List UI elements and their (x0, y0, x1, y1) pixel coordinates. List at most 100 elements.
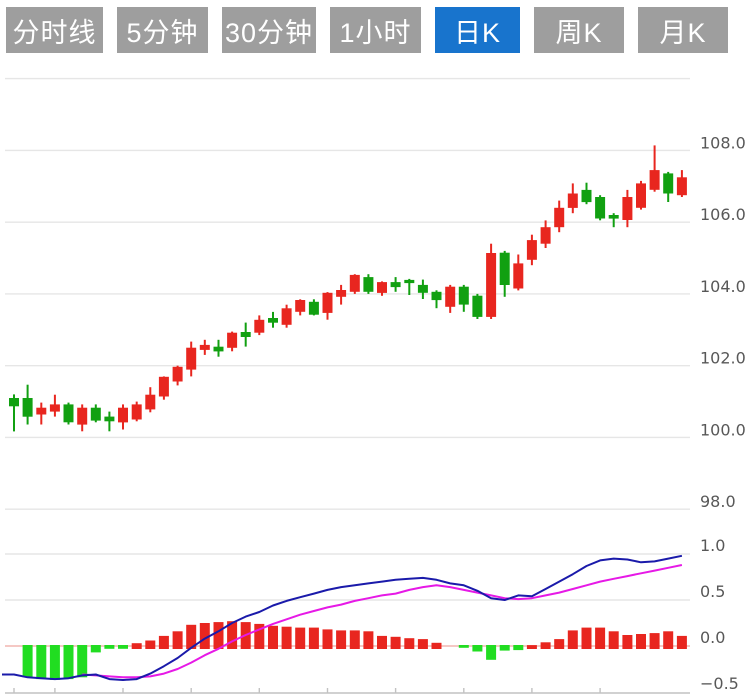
macd-bar-up (308, 627, 319, 649)
y-axis-label: 102.0 (700, 349, 746, 368)
macd-bar-up (595, 627, 606, 649)
candle (499, 252, 510, 285)
macd-y-axis-labels: 1.0 0.5 0.0 −0.5 (700, 536, 739, 693)
candle (526, 240, 537, 260)
macd-bar-down (513, 645, 524, 651)
candle (145, 394, 156, 410)
macd-bar-up (663, 631, 674, 649)
tab-week-k[interactable]: 周K (534, 7, 624, 53)
macd-bar-down (458, 645, 469, 648)
macd-bar-down (22, 645, 33, 678)
candle-wick (612, 213, 615, 228)
candle (118, 407, 128, 423)
macd-bar-down (63, 645, 74, 680)
macd-bar-up (622, 635, 633, 649)
macd-bar-up (390, 636, 401, 649)
macd-bar-up (581, 627, 592, 649)
macd-bar-up (363, 631, 374, 649)
macd-bar-up (322, 629, 333, 649)
candle (431, 291, 442, 301)
macd-bar-up (295, 627, 306, 649)
candle (308, 301, 319, 315)
candle (199, 344, 210, 350)
macd-bar-up (131, 643, 142, 649)
price-grid (5, 77, 690, 510)
x-axis (5, 688, 690, 694)
candle-wick (408, 278, 411, 295)
macd-bar-up (649, 633, 660, 649)
candle (540, 227, 551, 244)
dif-line (2, 554, 683, 681)
candle-wick (108, 411, 111, 432)
candle (186, 347, 197, 370)
macd-bar-down (499, 645, 510, 651)
candle (172, 366, 183, 382)
period-tabbar: 分时线 5分钟 30分钟 1小时 日K 周K 月K (6, 7, 728, 53)
candle (295, 300, 306, 312)
macd-bar-up (349, 630, 360, 649)
macd-bar-down (118, 645, 128, 649)
macd-histogram (22, 621, 687, 680)
candle (22, 398, 33, 417)
macd-bar-up (554, 639, 565, 649)
tab-minute-line[interactable]: 分时线 (6, 7, 103, 53)
macd-bar-up (268, 625, 278, 649)
tab-30min[interactable]: 30分钟 (222, 7, 316, 53)
candle (77, 407, 88, 425)
candle (486, 253, 497, 317)
macd-bar-up (336, 630, 347, 649)
macd-bar-up (431, 642, 442, 649)
macd-bar-up (145, 640, 156, 649)
y-axis-label: −0.5 (700, 674, 739, 693)
candle (227, 332, 238, 348)
tab-5min[interactable]: 5分钟 (117, 7, 208, 53)
candle (676, 177, 687, 196)
macd-bar-up (172, 631, 183, 649)
candle (663, 173, 674, 194)
candle (36, 407, 47, 415)
candle (240, 332, 251, 337)
candle (213, 346, 224, 352)
macd-bar-up (676, 635, 687, 649)
candle (404, 279, 415, 284)
candle (104, 416, 115, 422)
macd-bar-up (404, 638, 415, 649)
macd-bar-down (36, 645, 47, 680)
candle-wick (13, 394, 15, 432)
candle (9, 398, 19, 407)
candle (336, 290, 347, 297)
candle (649, 170, 660, 190)
macd-bar-up (567, 630, 578, 649)
candle (281, 308, 292, 325)
y-axis-label: 1.0 (700, 536, 725, 555)
macd-bar-down (104, 645, 115, 649)
macd-bar-up (158, 635, 169, 649)
tab-month-k[interactable]: 月K (638, 7, 728, 53)
macd-bar-up (199, 623, 210, 649)
macd-bar-up (186, 624, 197, 649)
macd-bar-up (417, 639, 428, 649)
candlestick-series (9, 145, 687, 432)
y-axis-label: 98.0 (700, 492, 736, 511)
candle (158, 376, 169, 397)
candle (377, 282, 387, 293)
y-axis-label: 100.0 (700, 420, 746, 439)
dea-line (82, 564, 683, 679)
tab-day-k[interactable]: 日K (435, 7, 520, 53)
macd-bar-up (213, 622, 224, 649)
macd-bar-up (377, 635, 387, 649)
candle (322, 292, 333, 313)
tab-1hour[interactable]: 1小时 (330, 7, 421, 53)
macd-bar-up (227, 621, 238, 649)
candle (581, 189, 592, 203)
candle (513, 263, 524, 289)
candle (567, 193, 578, 208)
macd-bar-down (49, 645, 60, 680)
y-axis-label: 108.0 (700, 133, 746, 152)
candle (363, 277, 374, 292)
candle (131, 404, 142, 420)
candle (622, 197, 633, 220)
y-axis-label: 0.5 (700, 582, 725, 601)
